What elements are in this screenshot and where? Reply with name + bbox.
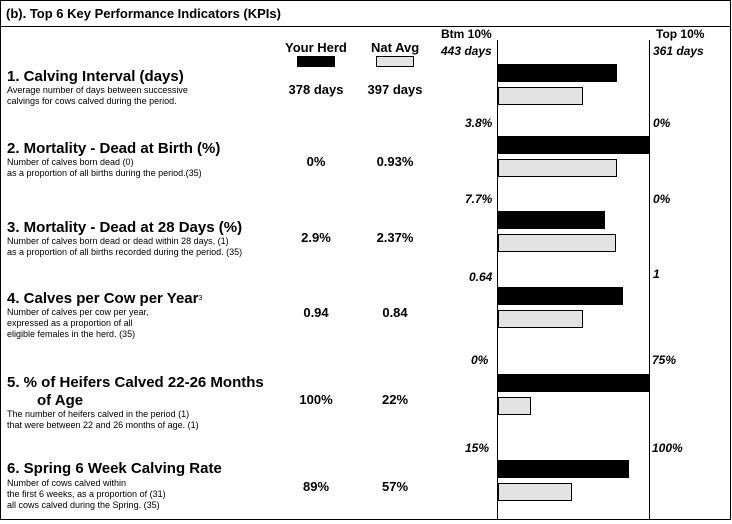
kpi4-title-superscript: 3 bbox=[198, 295, 203, 302]
kpi4-your-herd-value: 0.94 bbox=[303, 305, 329, 320]
nat-avg-bar-kpi1 bbox=[498, 87, 583, 105]
kpi5-your-herd-value: 100% bbox=[299, 392, 333, 407]
header-divider bbox=[0, 26, 731, 27]
kpi1-btm-tick: 443 days bbox=[441, 44, 492, 58]
kpi3-title: 3. Mortality - Dead at 28 Days (%) bbox=[7, 219, 243, 236]
kpi5-btm-tick: 0% bbox=[471, 353, 489, 367]
kpi6-title: 6. Spring 6 Week Calving Rate bbox=[7, 460, 222, 477]
nat-avg-bar-kpi3 bbox=[498, 234, 616, 252]
kpi5-title: 5. % of Heifers Calved 22-26 Months bbox=[7, 374, 264, 391]
kpi2-nat-avg-value: 0.93% bbox=[376, 154, 414, 169]
kpi3-top-tick: 0% bbox=[653, 192, 671, 206]
kpi1-desc: Average number of days between successiv… bbox=[7, 85, 188, 106]
footer-divider bbox=[0, 519, 731, 520]
kpi4-title: 4. Calves per Cow per Year3 bbox=[7, 290, 203, 307]
your-herd-bar-kpi2 bbox=[498, 136, 649, 154]
kpi5-nat-avg-value: 22% bbox=[381, 392, 409, 407]
nat-avg-bar-kpi6 bbox=[498, 483, 572, 501]
top-10-label: Top 10% bbox=[656, 27, 705, 41]
nat-avg-bar-kpi4 bbox=[498, 310, 583, 328]
your-herd-header: Your Herd bbox=[285, 40, 347, 55]
your-herd-bar-kpi5 bbox=[498, 374, 649, 392]
kpi2-btm-tick: 3.8% bbox=[465, 116, 493, 130]
kpi3-desc: Number of calves born dead or dead withi… bbox=[7, 236, 243, 257]
top-10-axis-line bbox=[649, 40, 650, 519]
kpi5-desc: The number of heifers calved in the peri… bbox=[7, 409, 199, 430]
kpi2-desc: Number of calves born dead (0) as a propo… bbox=[7, 157, 202, 178]
kpi5-title-line2: of Age bbox=[37, 392, 84, 409]
kpi4-btm-tick: 0.64 bbox=[469, 270, 493, 284]
kpi4-nat-avg-value: 0.84 bbox=[382, 305, 408, 320]
kpi2-your-herd-value: 0% bbox=[306, 154, 326, 169]
nat-avg-legend-swatch bbox=[376, 56, 414, 67]
your-herd-bar-kpi4 bbox=[498, 287, 623, 305]
your-herd-legend-swatch bbox=[297, 56, 335, 67]
section-title: (b). Top 6 Key Performance Indicators (K… bbox=[6, 6, 281, 21]
nat-avg-bar-kpi2 bbox=[498, 159, 617, 177]
kpi6-nat-avg-value: 57% bbox=[381, 479, 409, 494]
kpi1-your-herd-value: 378 days bbox=[288, 82, 344, 97]
bottom-10-axis-line bbox=[497, 40, 498, 519]
your-herd-bar-kpi3 bbox=[498, 211, 605, 229]
kpi4-top-tick: 1 bbox=[653, 267, 660, 281]
kpi2-top-tick: 0% bbox=[653, 116, 671, 130]
kpi3-btm-tick: 7.7% bbox=[465, 192, 493, 206]
kpi1-top-tick: 361 days bbox=[653, 44, 704, 58]
kpi1-nat-avg-value: 397 days bbox=[367, 82, 423, 97]
kpi6-btm-tick: 15% bbox=[465, 441, 490, 455]
bottom-10-label: Btm 10% bbox=[441, 27, 492, 41]
kpi6-your-herd-value: 89% bbox=[302, 479, 330, 494]
kpi5-top-tick: 75% bbox=[652, 353, 677, 367]
kpi1-title: 1. Calving Interval (days) bbox=[7, 68, 184, 85]
kpi6-top-tick: 100% bbox=[652, 441, 683, 455]
kpi3-your-herd-value: 2.9% bbox=[301, 230, 331, 245]
kpi6-desc: Number of cows calved within the first 6 … bbox=[7, 478, 166, 510]
kpi4-desc: Number of calves per cow per year, expres… bbox=[7, 307, 149, 339]
kpi2-title: 2. Mortality - Dead at Birth (%) bbox=[7, 140, 221, 157]
your-herd-bar-kpi6 bbox=[498, 460, 629, 478]
your-herd-bar-kpi1 bbox=[498, 64, 617, 82]
kpi3-nat-avg-value: 2.37% bbox=[376, 230, 414, 245]
nat-avg-header: Nat Avg bbox=[371, 40, 420, 55]
nat-avg-bar-kpi5 bbox=[498, 397, 531, 415]
